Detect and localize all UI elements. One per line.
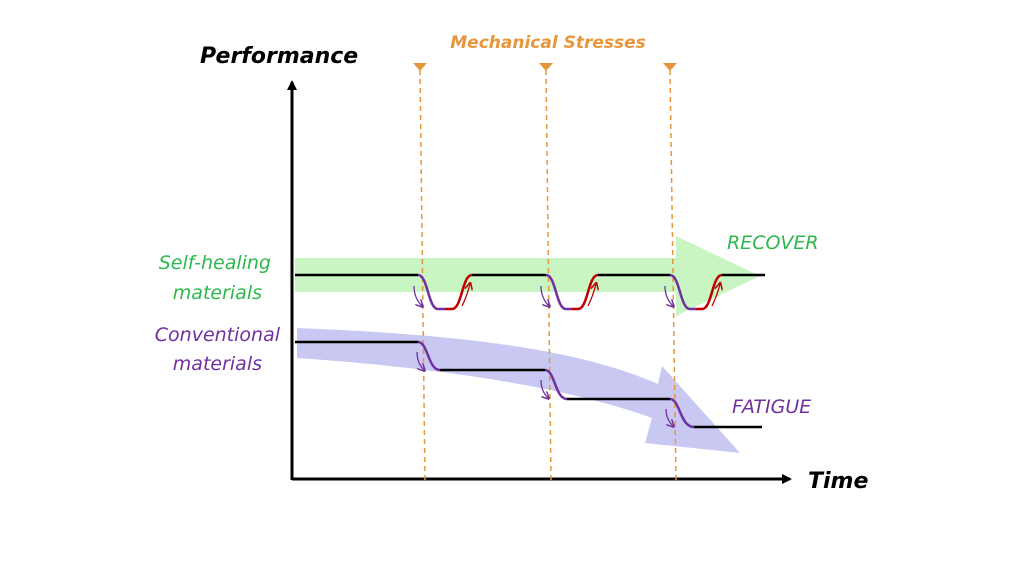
y-axis-title: Performance	[200, 44, 358, 69]
stresses-label: Mechanical Stresses	[450, 33, 646, 53]
stress-triangles	[413, 63, 677, 71]
damage-arrows	[413, 285, 673, 306]
x-axis-title: Time	[808, 469, 868, 494]
recover-label: RECOVER	[727, 232, 819, 254]
conventional-label-line1: Conventional	[155, 324, 281, 346]
conventional-damage-arrows	[416, 351, 673, 426]
self-healing-dips	[417, 273, 723, 311]
fatigue-band-arrow	[297, 328, 740, 453]
self-healing-label-line1: Self-healing	[159, 252, 271, 274]
healing-arrows	[461, 284, 720, 307]
fatigue-label: FATIGUE	[732, 396, 811, 418]
conventional-label-line2: materials	[173, 353, 262, 375]
conventional-curve	[295, 340, 762, 429]
self-healing-label-line2: materials	[173, 282, 262, 304]
